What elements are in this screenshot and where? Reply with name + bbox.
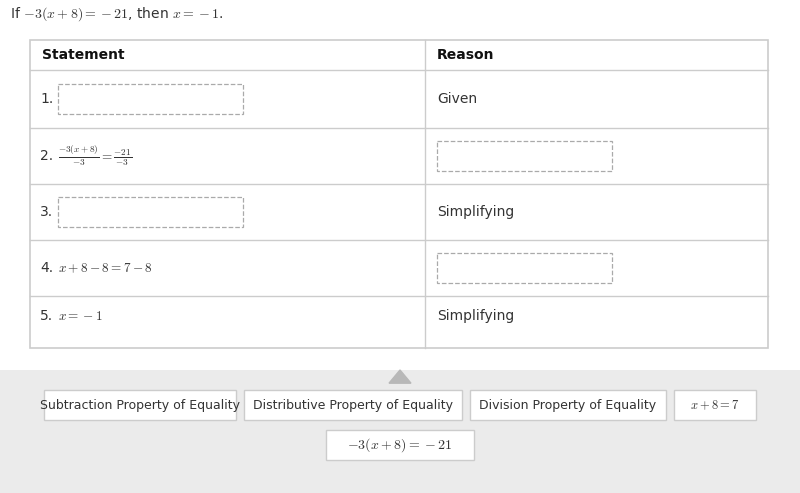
- Bar: [326, 430, 474, 460]
- Bar: [437, 141, 612, 171]
- Text: Given: Given: [437, 92, 477, 106]
- Text: $x=-1$: $x=-1$: [58, 310, 103, 322]
- Polygon shape: [389, 370, 411, 383]
- Text: Reason: Reason: [437, 48, 494, 62]
- Text: If $-3(x+8)=-21$, then $x=-1$.: If $-3(x+8)=-21$, then $x=-1$.: [10, 5, 223, 23]
- Text: $-3(x+8)=-21$: $-3(x+8)=-21$: [347, 436, 453, 454]
- Text: $\frac{-3(x+8)}{-3} = \frac{-21}{-3}$: $\frac{-3(x+8)}{-3} = \frac{-21}{-3}$: [58, 143, 132, 169]
- Text: $x+8-8=7-8$: $x+8-8=7-8$: [58, 261, 153, 275]
- Bar: [58, 197, 243, 227]
- Text: 4.: 4.: [40, 261, 53, 275]
- Bar: [470, 390, 666, 420]
- Text: 5.: 5.: [40, 309, 53, 323]
- Text: Simplifying: Simplifying: [437, 309, 514, 323]
- Text: $x+8=7$: $x+8=7$: [690, 398, 740, 412]
- Text: Subtraction Property of Equality: Subtraction Property of Equality: [40, 398, 240, 412]
- Text: Distributive Property of Equality: Distributive Property of Equality: [253, 398, 453, 412]
- Bar: [58, 84, 243, 114]
- Bar: [44, 390, 236, 420]
- Bar: [674, 390, 756, 420]
- Text: Simplifying: Simplifying: [437, 205, 514, 219]
- Text: 3.: 3.: [40, 205, 53, 219]
- Text: Statement: Statement: [42, 48, 125, 62]
- Bar: [30, 40, 768, 348]
- Text: 2.: 2.: [40, 149, 53, 163]
- Bar: [0, 370, 800, 493]
- Text: Division Property of Equality: Division Property of Equality: [479, 398, 657, 412]
- Bar: [244, 390, 462, 420]
- Text: 1.: 1.: [40, 92, 54, 106]
- Bar: [437, 253, 612, 283]
